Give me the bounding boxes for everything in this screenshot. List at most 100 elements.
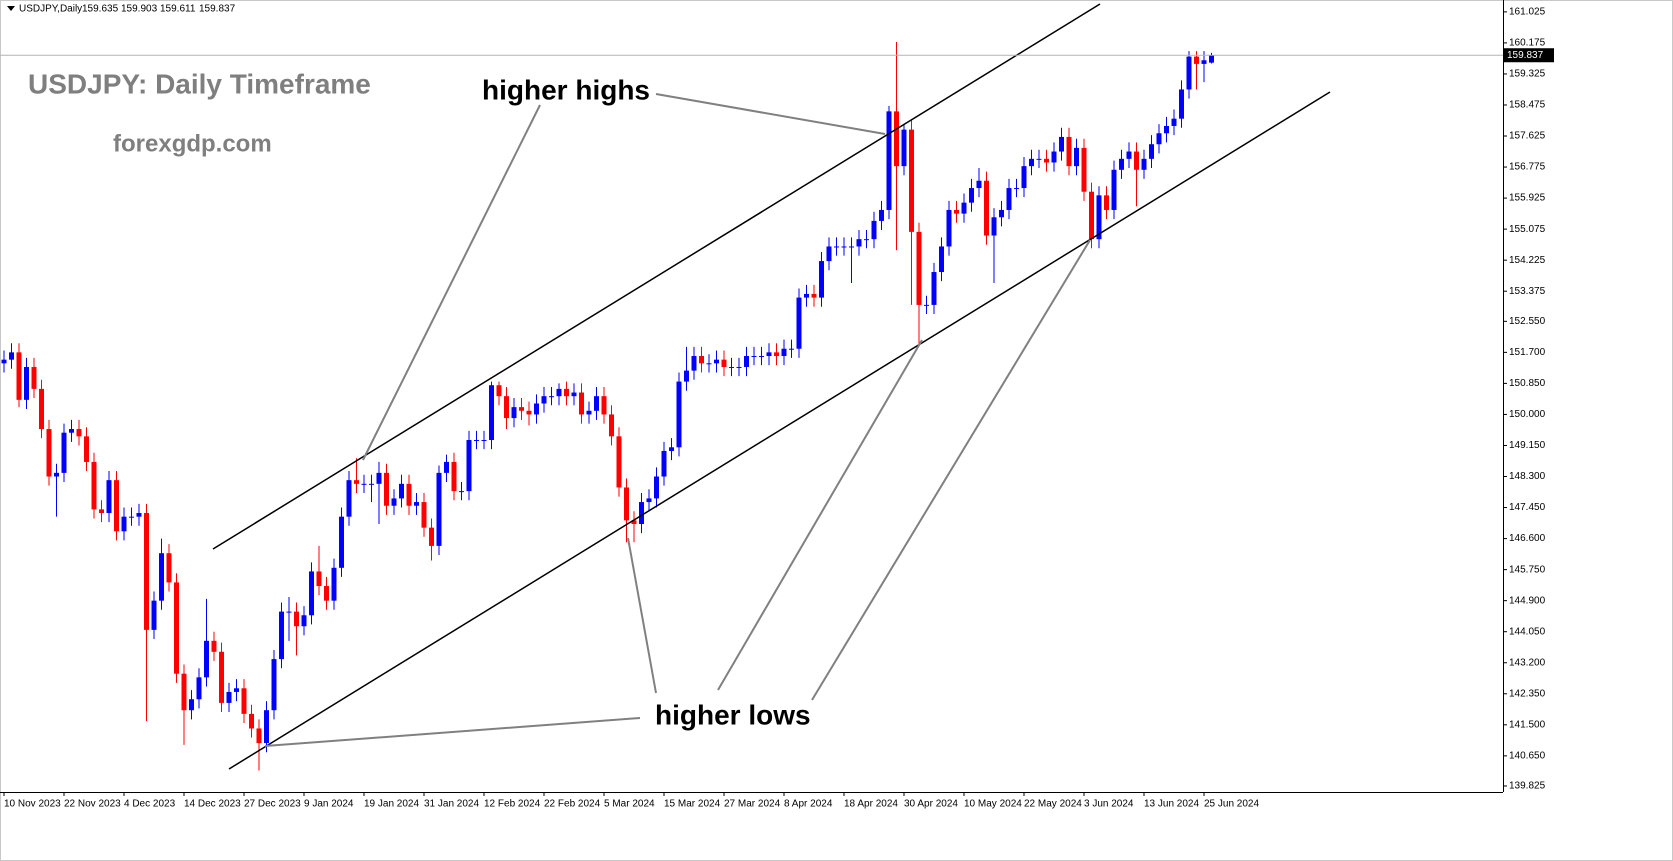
candle-body [406, 483, 412, 506]
candle-body [886, 111, 892, 210]
candle-body [609, 414, 614, 437]
candle-body [294, 611, 299, 627]
candle-body [564, 388, 569, 397]
candle-body [504, 396, 509, 419]
candle-body [129, 516, 134, 518]
y-tick-label: 159.325 [1509, 69, 1546, 80]
candle-body [571, 392, 577, 397]
y-tick-label: 147.450 [1509, 502, 1546, 513]
candle-body [1014, 188, 1019, 190]
candle-body [181, 673, 187, 711]
candle-body [234, 688, 239, 692]
channel [212, 3, 1331, 770]
candle-body [114, 480, 119, 532]
candle-body [91, 461, 97, 510]
candle-body [684, 370, 689, 382]
pointers [264, 93, 1091, 747]
x-tick-label: 8 Apr 2024 [784, 799, 833, 810]
candle-body [1179, 89, 1184, 119]
y-tick-label: 140.650 [1509, 750, 1546, 761]
candle-body [1164, 125, 1169, 134]
candle-body [1186, 56, 1192, 90]
candle-body [474, 440, 479, 441]
candle-body [1149, 144, 1154, 159]
candle-body [1081, 147, 1087, 192]
y-tick-label: 144.050 [1509, 626, 1546, 637]
high-value: 159.903 [121, 4, 158, 15]
y-tick-label: 158.475 [1509, 100, 1546, 111]
candle-body [654, 476, 659, 499]
x-tick-label: 4 Dec 2023 [124, 799, 176, 810]
candle-body [751, 356, 757, 358]
candle-body [631, 520, 637, 524]
candle-body [691, 356, 697, 371]
candle-body [519, 407, 524, 411]
candle-body [301, 615, 307, 627]
candle-body [1141, 158, 1147, 170]
y-tick-label: 143.200 [1509, 657, 1546, 668]
y-tick-label: 148.300 [1509, 471, 1546, 482]
chart-title: USDJPY: Daily Timeframe [28, 68, 371, 99]
x-tick-label: 18 Apr 2024 [844, 799, 898, 810]
y-tick-label: 152.550 [1509, 316, 1546, 327]
candle-body [1051, 151, 1057, 163]
candle-body [594, 396, 599, 411]
candle-body [661, 450, 667, 477]
candle-body [354, 480, 359, 484]
candle-body [151, 600, 157, 630]
candle-body [961, 202, 967, 214]
y-tick-label: 149.150 [1509, 440, 1546, 451]
candle-body [991, 217, 997, 236]
candle-body [451, 461, 457, 492]
candle-body [1021, 166, 1027, 189]
y-tick-label: 145.750 [1509, 564, 1546, 575]
candle-body [496, 385, 502, 397]
open-value: 159.635 [82, 4, 119, 15]
candle-body [489, 385, 494, 440]
candle-body [399, 483, 404, 499]
pointer-line [264, 717, 641, 747]
candle-body [586, 410, 592, 415]
candle-body [39, 388, 44, 430]
candle-body [999, 209, 1004, 218]
candle-body [31, 366, 37, 389]
candle-body [76, 429, 82, 437]
x-tick-label: 5 Mar 2024 [604, 799, 655, 810]
pointer-line [655, 93, 886, 135]
candle-body [271, 659, 277, 711]
candle-body [669, 447, 674, 451]
candle-body [916, 231, 922, 305]
pointer-line [627, 537, 657, 694]
candle-body [646, 498, 652, 503]
candle-body [459, 491, 464, 493]
candle-body [1, 359, 7, 364]
close-value: 159.837 [199, 4, 236, 15]
y-tick-label: 141.500 [1509, 719, 1546, 730]
x-tick-label: 22 Feb 2024 [544, 799, 601, 810]
symbol: USDJPY,Daily [19, 4, 82, 15]
candle-body [211, 640, 217, 652]
candle-body [541, 396, 547, 404]
candle-body [534, 403, 539, 415]
x-tick-label: 31 Jan 2024 [424, 799, 479, 810]
candle-body [429, 527, 434, 546]
candle-body [834, 246, 839, 248]
candle-body [61, 432, 67, 473]
candle-body [16, 352, 22, 400]
candle-body [1059, 136, 1064, 152]
candle-body [819, 261, 824, 298]
candle-body [864, 239, 869, 241]
x-tick-label: 19 Jan 2024 [364, 799, 419, 810]
candle-body [69, 429, 74, 433]
candle-body [24, 366, 29, 400]
candle-body [249, 713, 254, 729]
candle-body [1066, 136, 1072, 167]
candle-body [174, 582, 179, 674]
candle-body [676, 381, 682, 448]
candle-body [1126, 151, 1132, 159]
price-box [1504, 48, 1554, 63]
candle-body [721, 359, 727, 367]
x-tick-label: 9 Jan 2024 [304, 799, 354, 810]
candle-body [421, 502, 427, 528]
